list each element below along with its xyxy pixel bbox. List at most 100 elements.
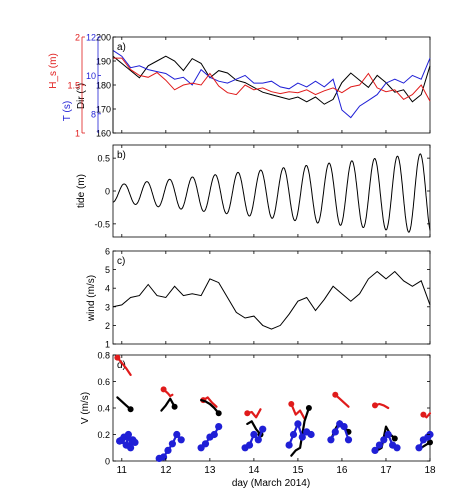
velocity-point [244, 410, 251, 417]
velocity-track [246, 420, 262, 436]
velocity-point [327, 436, 335, 444]
panel-a-frame [112, 36, 431, 134]
velocity-point [371, 446, 379, 454]
velocity-point [305, 405, 312, 411]
velocity-point [210, 430, 218, 439]
panel-d-y-ticks: 0 0.2 0.4 0.6 0.8 [97, 351, 430, 467]
velocity-point [173, 430, 181, 439]
y-tick-label: 3 [105, 302, 110, 312]
y-tick-label: 190 [96, 57, 111, 67]
velocity-point [427, 439, 433, 446]
x-tick-label: 17 [380, 465, 392, 476]
y-tick-label: 0 [105, 457, 110, 467]
y-tick-label: 10 [86, 71, 96, 81]
velocity-point [393, 444, 401, 452]
y-tick-label: 0.6 [97, 377, 110, 387]
velocity-point [215, 410, 222, 417]
panel-a: a) 160 170 180 190 200 Dir (°) 8 10 12 T (s)1 1.5 2… [48, 33, 431, 139]
velocity-point [160, 386, 167, 393]
panel-c-frame [112, 250, 431, 345]
panel-b-frame [112, 144, 431, 238]
y-tick-label: 160 [96, 129, 111, 139]
velocity-point [250, 430, 258, 439]
velocity-point [245, 441, 254, 449]
velocity-point [344, 436, 353, 444]
velocity-point [177, 436, 185, 444]
velocity-point [298, 433, 306, 441]
x-tick-label: 14 [248, 465, 260, 476]
y-axis-label-2: H_s (m) [48, 53, 59, 89]
y-tick-label: 180 [96, 81, 111, 91]
y-tick-label: 1 [75, 129, 80, 139]
panel-b-ylabel: tide (m) [76, 174, 87, 208]
velocity-track [160, 397, 176, 412]
series-line-hs [113, 57, 431, 102]
velocity-point [114, 354, 121, 361]
velocity-track [200, 399, 220, 415]
y-tick-label: 8 [91, 109, 96, 119]
x-tick-label: 15 [292, 465, 304, 476]
velocity-point [372, 402, 378, 409]
x-tick-label: 16 [336, 465, 348, 476]
y-tick-label: 170 [96, 105, 111, 115]
velocity-track [116, 356, 132, 376]
y-tick-label: 2 [105, 321, 110, 331]
y-tick-label: 2 [75, 33, 80, 43]
y-tick-label: 1 [105, 340, 110, 350]
velocity-point [391, 435, 398, 442]
panel-b-y-ticks: -0.5 0 0.5 [94, 154, 430, 229]
y-tick-label: 0.2 [97, 430, 110, 440]
y-tick-label: 0 [105, 187, 110, 197]
velocity-point [127, 444, 135, 452]
velocity-point [289, 430, 298, 439]
panel-c-y-ticks: 1 2 3 4 5 6 [105, 247, 430, 350]
velocity-point [131, 438, 139, 446]
velocity-point [384, 430, 392, 439]
x-tick-label: 13 [204, 465, 216, 476]
velocity-point [288, 401, 295, 407]
velocity-point [331, 428, 339, 436]
velocity-point [127, 406, 134, 413]
velocity-point [375, 441, 383, 449]
panel-b-series [112, 153, 431, 233]
velocity-point [171, 403, 178, 410]
x-tick-label: 12 [160, 465, 172, 476]
y-tick-label: 4 [105, 284, 110, 294]
y-tick-label: -0.5 [94, 219, 110, 229]
velocity-point [168, 440, 176, 448]
velocity-point [420, 411, 427, 418]
x-tick-label: 18 [424, 465, 436, 476]
velocity-point [201, 440, 210, 448]
y-tick-label: 0.5 [97, 154, 110, 164]
y-axis-label-0: Dir (°) [76, 83, 87, 109]
panel-c-label: c) [117, 256, 125, 267]
panel-b: b) tide (m) -0.5 0 0.5 [76, 144, 431, 238]
panel-a-y-axes: 160 170 180 190 200 Dir (°) 8 10 12 T (s)1 1.5 2 H_s… [48, 33, 116, 139]
panel-d-label: d) [117, 360, 126, 371]
y-tick-label: 12 [86, 33, 96, 43]
velocity-point [332, 391, 339, 398]
velocity-point [380, 436, 388, 444]
velocity-point [294, 420, 302, 428]
velocity-point [259, 425, 267, 433]
y-tick-label: 200 [96, 33, 111, 43]
velocity-point [340, 423, 348, 431]
y-tick-label: 0.8 [97, 351, 110, 361]
velocity-point [116, 437, 124, 445]
panel-b-label: b) [117, 150, 126, 161]
y-axis-label-1: T (s) [62, 101, 73, 121]
velocity-track [376, 425, 396, 452]
series-line-t [112, 49, 431, 119]
panel-d: d) V (m/s) 0 0.2 0.4 0.6 0.8 [80, 351, 434, 467]
velocity-point [164, 446, 172, 454]
x-axis-label: day (March 2014) [232, 478, 310, 489]
velocity-point [254, 436, 262, 444]
panel-d-series [114, 354, 434, 462]
velocity-point [307, 430, 315, 439]
series-line-wind [112, 270, 431, 330]
velocity-point [415, 444, 423, 452]
y-tick-label: 6 [105, 247, 110, 257]
series-line-dir [112, 55, 431, 105]
velocity-track [290, 406, 310, 457]
y-tick-label: 1.5 [67, 81, 80, 91]
